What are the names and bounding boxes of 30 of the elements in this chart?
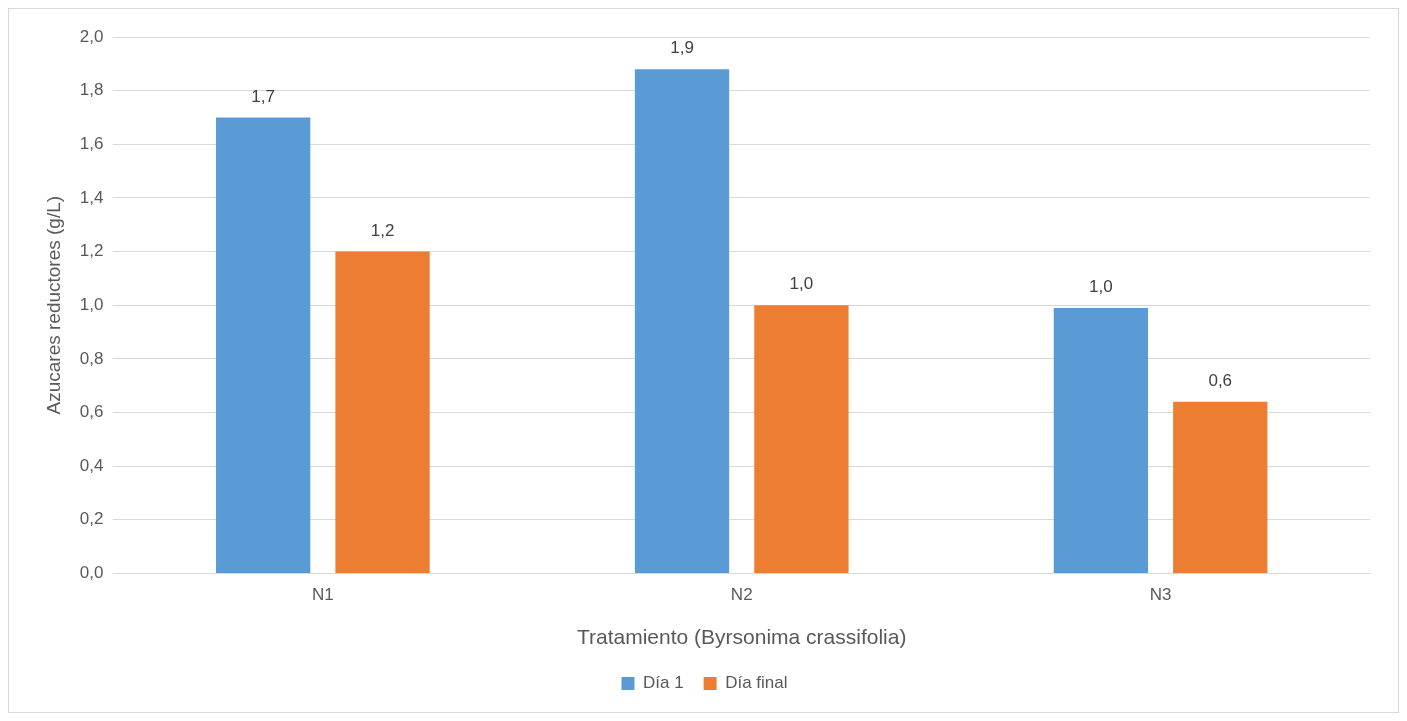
x-tick-label: N3 [1149, 585, 1172, 605]
y-tick-label: 1,8 [79, 80, 104, 100]
bar [634, 69, 730, 573]
bar [754, 305, 849, 573]
y-tick-label: 1,2 [79, 241, 104, 261]
legend-label: Día 1 [643, 673, 684, 693]
y-tick-label: 0,6 [79, 402, 104, 422]
data-label: 0,6 [1208, 370, 1233, 390]
y-tick-label: 1,4 [79, 187, 104, 207]
data-label: 1,9 [670, 38, 694, 58]
y-tick-label: 0,8 [79, 348, 104, 368]
y-axis-title: Azucares reductores (g/L) [42, 195, 64, 415]
y-tick-label: 0,4 [79, 455, 104, 475]
y-tick-label: 1,0 [79, 294, 104, 314]
data-label: 1,7 [251, 86, 275, 106]
data-label: 1,0 [1089, 277, 1113, 297]
data-label: 1,0 [789, 274, 814, 294]
x-axis-title: Tratamiento (Byrsonima crassifolia) [576, 625, 907, 649]
y-tick-label: 2,0 [79, 26, 104, 46]
x-tick-label: N1 [311, 585, 334, 605]
x-tick-label: N2 [730, 585, 753, 605]
y-tick-label: 1,6 [79, 133, 104, 153]
y-tick-label: 0,0 [79, 563, 104, 583]
bar [216, 117, 311, 573]
y-tick-label: 0,2 [79, 509, 104, 529]
bar [1173, 401, 1268, 573]
data-label: 1,2 [370, 220, 395, 240]
bar [335, 251, 430, 573]
bar [1053, 307, 1149, 573]
legend-label: Día final [725, 673, 788, 693]
